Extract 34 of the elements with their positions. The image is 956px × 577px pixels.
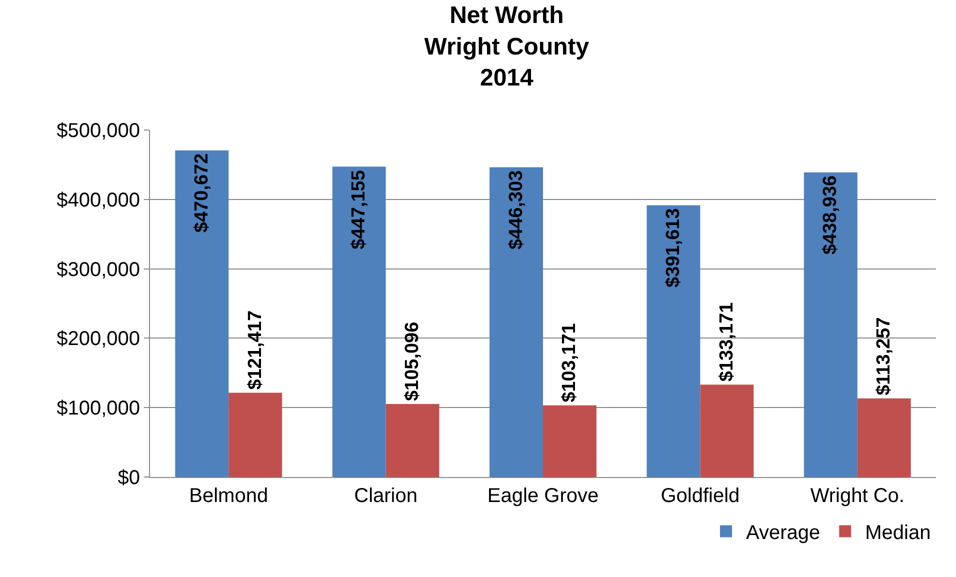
- bar: [804, 172, 858, 477]
- legend-label: Average: [746, 522, 820, 544]
- data-label: $447,155: [348, 170, 370, 250]
- bar: [386, 404, 440, 477]
- bar: [700, 384, 754, 477]
- data-label: $446,303: [506, 170, 527, 250]
- bar: [332, 166, 386, 477]
- y-tick-label: $300,000: [56, 258, 140, 281]
- y-tick-label: $200,000: [56, 328, 140, 350]
- x-tick-label: Wright Co.: [810, 485, 904, 507]
- legend-label: Median: [865, 522, 931, 544]
- x-tick-label: Belmond: [189, 485, 268, 507]
- x-tick-label: Goldfield: [660, 485, 740, 507]
- data-label: $438,936: [820, 175, 842, 255]
- data-label: $391,613: [662, 208, 684, 288]
- bar: [490, 167, 543, 477]
- x-tick-label: Eagle Grove: [487, 485, 599, 507]
- y-tick-label: $0: [118, 467, 140, 489]
- y-tick-label: $500,000: [56, 120, 140, 142]
- data-label: $105,096: [402, 322, 424, 402]
- y-tick-label: $100,000: [56, 398, 140, 420]
- bar: [543, 405, 596, 477]
- bar: [857, 398, 911, 477]
- data-label: $133,171: [716, 302, 738, 382]
- data-label: $121,417: [244, 310, 266, 390]
- bar: [228, 392, 282, 477]
- data-label: $470,672: [191, 153, 212, 233]
- data-label: $103,171: [559, 322, 580, 402]
- data-label: $113,257: [874, 317, 895, 396]
- y-tick-label: $400,000: [56, 189, 140, 212]
- x-tick-label: Clarion: [354, 485, 418, 507]
- bar: [646, 205, 700, 477]
- chart-title: Net Worth Wright County 2014: [424, 2, 590, 92]
- bar: [175, 150, 229, 477]
